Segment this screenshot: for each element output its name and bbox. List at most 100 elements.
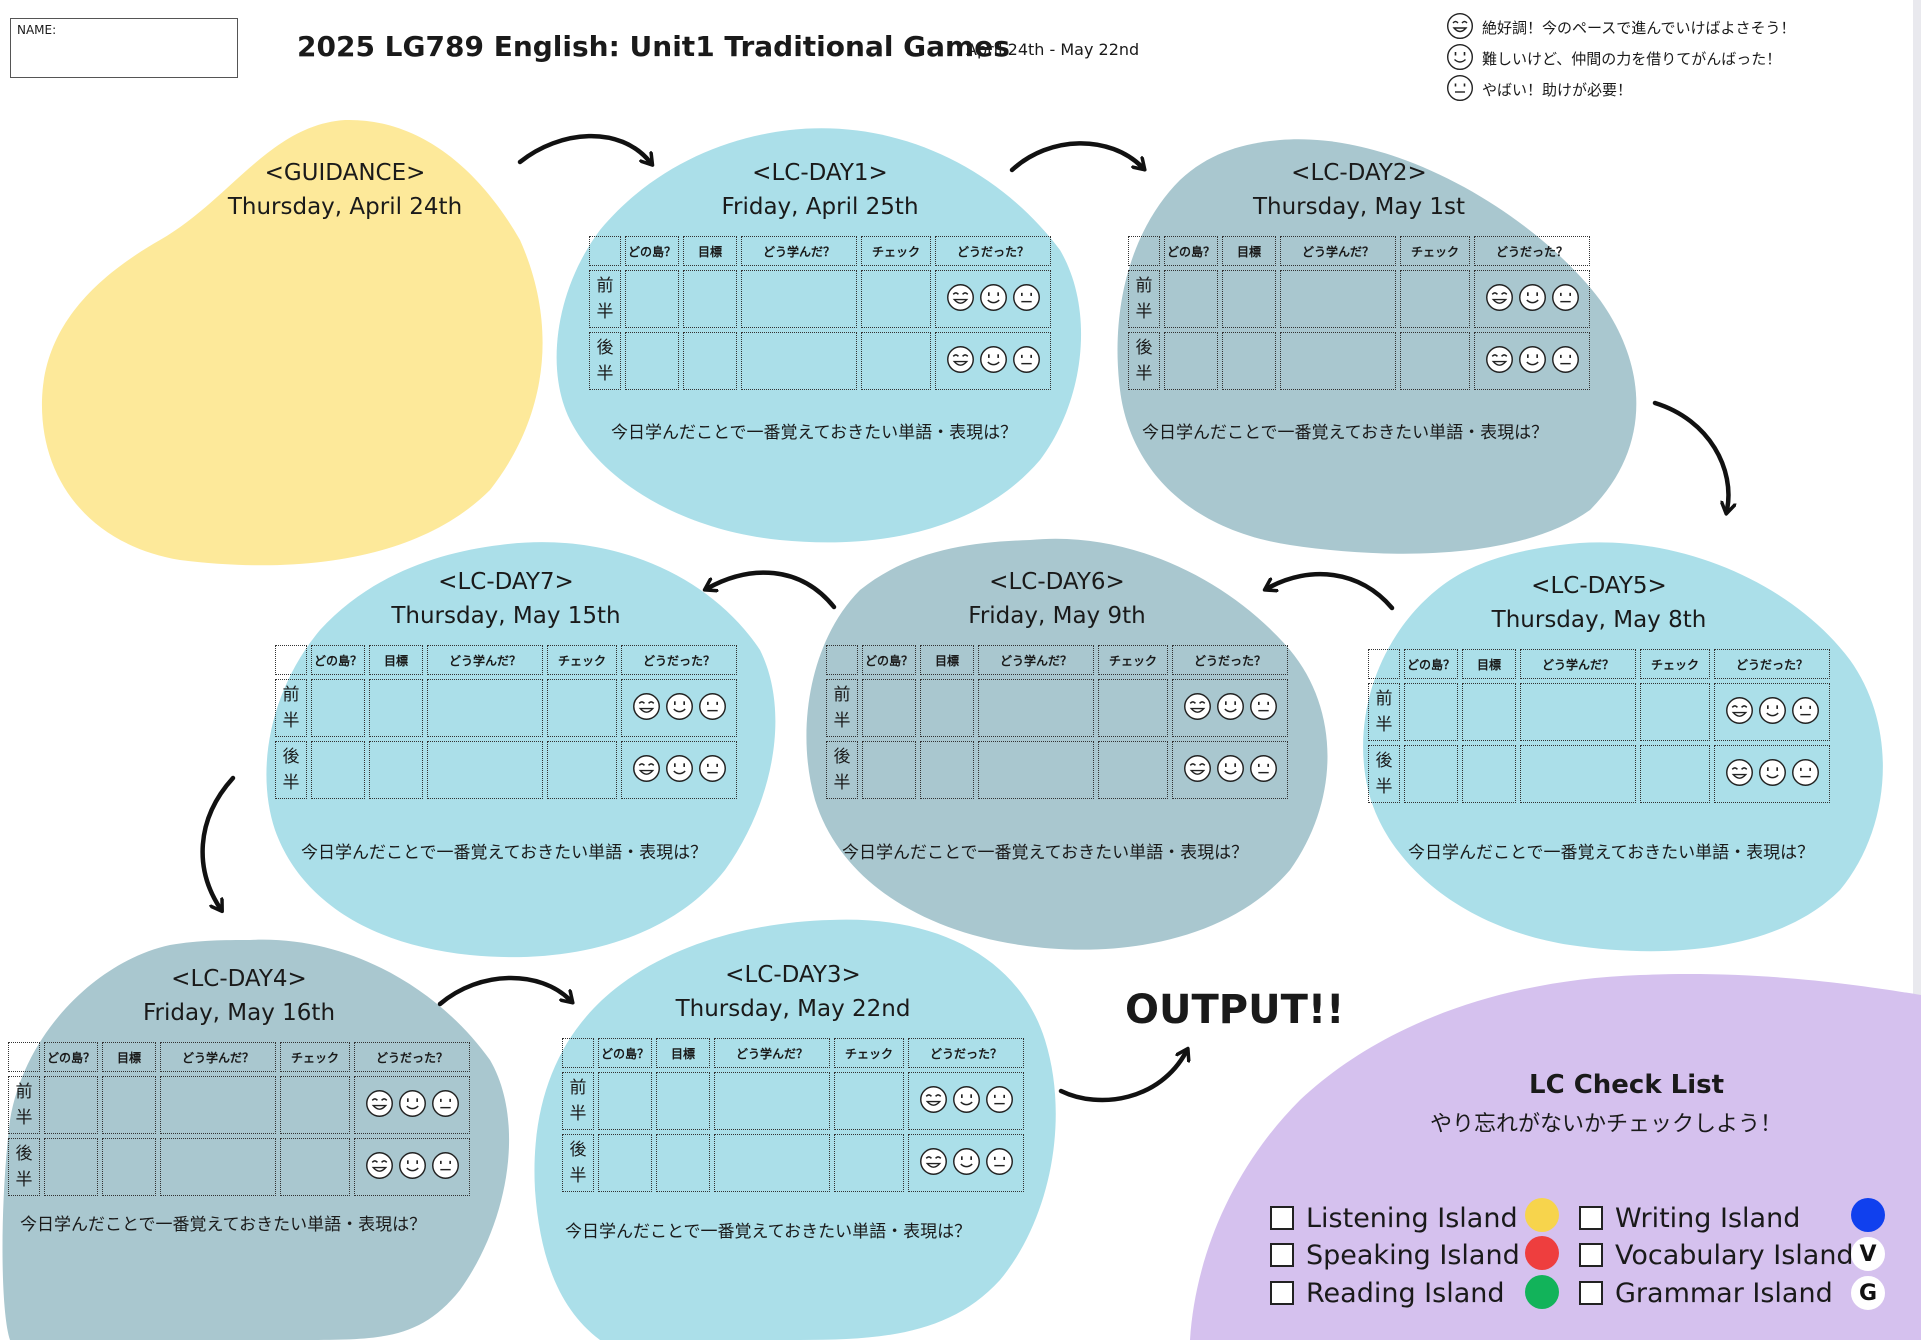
ok-face-icon[interactable] (1518, 345, 1547, 378)
bad-face-icon[interactable] (1791, 758, 1820, 791)
island-checkbox[interactable] (1579, 1281, 1603, 1305)
entry-cell[interactable] (44, 1076, 98, 1134)
entry-cell[interactable] (920, 741, 974, 799)
entry-cell[interactable] (102, 1076, 156, 1134)
great-face-icon[interactable] (919, 1085, 948, 1118)
bad-face-icon[interactable] (1012, 345, 1041, 378)
entry-cell[interactable] (1400, 332, 1470, 390)
entry-cell[interactable] (1520, 683, 1636, 741)
bad-face-icon[interactable] (698, 692, 727, 725)
island-checklist-item[interactable]: Listening Island (1270, 1200, 1518, 1236)
bad-face-icon[interactable] (985, 1147, 1014, 1180)
entry-cell[interactable] (862, 679, 916, 737)
entry-cell[interactable] (280, 1138, 350, 1196)
island-checkbox[interactable] (1270, 1281, 1294, 1305)
entry-cell[interactable] (625, 270, 679, 328)
entry-cell[interactable] (714, 1134, 830, 1192)
entry-cell[interactable] (1222, 270, 1276, 328)
great-face-icon[interactable] (946, 283, 975, 316)
great-face-icon[interactable] (1725, 696, 1754, 729)
great-face-icon[interactable] (632, 692, 661, 725)
entry-cell[interactable] (1640, 745, 1710, 803)
great-face-icon[interactable] (1485, 345, 1514, 378)
bad-face-icon[interactable] (431, 1151, 460, 1184)
name-field[interactable]: NAME: (10, 18, 238, 78)
entry-cell[interactable] (311, 679, 365, 737)
bad-face-icon[interactable] (431, 1089, 460, 1122)
entry-cell[interactable] (598, 1134, 652, 1192)
island-checklist-item[interactable]: Speaking Island (1270, 1237, 1520, 1273)
ok-face-icon[interactable] (979, 283, 1008, 316)
island-checkbox[interactable] (1270, 1243, 1294, 1267)
entry-cell[interactable] (1404, 745, 1458, 803)
entry-cell[interactable] (741, 270, 857, 328)
ok-face-icon[interactable] (1518, 283, 1547, 316)
island-checkbox[interactable] (1579, 1243, 1603, 1267)
ok-face-icon[interactable] (665, 754, 694, 787)
entry-cell[interactable] (978, 679, 1094, 737)
ok-face-icon[interactable] (398, 1151, 427, 1184)
island-checklist-item[interactable]: Vocabulary Island (1579, 1237, 1854, 1273)
great-face-icon[interactable] (365, 1089, 394, 1122)
great-face-icon[interactable] (632, 754, 661, 787)
ok-face-icon[interactable] (1216, 692, 1245, 725)
entry-cell[interactable] (714, 1072, 830, 1130)
entry-cell[interactable] (160, 1076, 276, 1134)
island-checkbox[interactable] (1270, 1206, 1294, 1230)
entry-cell[interactable] (861, 270, 931, 328)
bad-face-icon[interactable] (1791, 696, 1820, 729)
entry-cell[interactable] (834, 1072, 904, 1130)
entry-cell[interactable] (683, 270, 737, 328)
entry-cell[interactable] (102, 1138, 156, 1196)
bad-face-icon[interactable] (1249, 692, 1278, 725)
island-checklist-item[interactable]: Reading Island (1270, 1275, 1505, 1311)
ok-face-icon[interactable] (952, 1147, 981, 1180)
entry-cell[interactable] (978, 741, 1094, 799)
island-checklist-item[interactable]: Writing Island (1579, 1200, 1800, 1236)
entry-cell[interactable] (683, 332, 737, 390)
great-face-icon[interactable] (1725, 758, 1754, 791)
bad-face-icon[interactable] (698, 754, 727, 787)
entry-cell[interactable] (656, 1072, 710, 1130)
ok-face-icon[interactable] (952, 1085, 981, 1118)
entry-cell[interactable] (547, 741, 617, 799)
entry-cell[interactable] (1640, 683, 1710, 741)
entry-cell[interactable] (1098, 741, 1168, 799)
ok-face-icon[interactable] (398, 1089, 427, 1122)
bad-face-icon[interactable] (1012, 283, 1041, 316)
entry-cell[interactable] (1404, 683, 1458, 741)
entry-cell[interactable] (369, 741, 423, 799)
entry-cell[interactable] (369, 679, 423, 737)
entry-cell[interactable] (1462, 683, 1516, 741)
island-checkbox[interactable] (1579, 1206, 1603, 1230)
great-face-icon[interactable] (1183, 754, 1212, 787)
entry-cell[interactable] (1222, 332, 1276, 390)
entry-cell[interactable] (427, 679, 543, 737)
entry-cell[interactable] (1164, 332, 1218, 390)
entry-cell[interactable] (862, 741, 916, 799)
entry-cell[interactable] (625, 332, 679, 390)
entry-cell[interactable] (160, 1138, 276, 1196)
ok-face-icon[interactable] (979, 345, 1008, 378)
entry-cell[interactable] (598, 1072, 652, 1130)
entry-cell[interactable] (834, 1134, 904, 1192)
bad-face-icon[interactable] (1249, 754, 1278, 787)
entry-cell[interactable] (741, 332, 857, 390)
entry-cell[interactable] (1462, 745, 1516, 803)
entry-cell[interactable] (311, 741, 365, 799)
ok-face-icon[interactable] (1216, 754, 1245, 787)
entry-cell[interactable] (1164, 270, 1218, 328)
great-face-icon[interactable] (1183, 692, 1212, 725)
entry-cell[interactable] (861, 332, 931, 390)
entry-cell[interactable] (1400, 270, 1470, 328)
entry-cell[interactable] (1280, 332, 1396, 390)
entry-cell[interactable] (1098, 679, 1168, 737)
bad-face-icon[interactable] (985, 1085, 1014, 1118)
entry-cell[interactable] (280, 1076, 350, 1134)
entry-cell[interactable] (547, 679, 617, 737)
entry-cell[interactable] (44, 1138, 98, 1196)
great-face-icon[interactable] (946, 345, 975, 378)
ok-face-icon[interactable] (1758, 696, 1787, 729)
ok-face-icon[interactable] (665, 692, 694, 725)
entry-cell[interactable] (1280, 270, 1396, 328)
